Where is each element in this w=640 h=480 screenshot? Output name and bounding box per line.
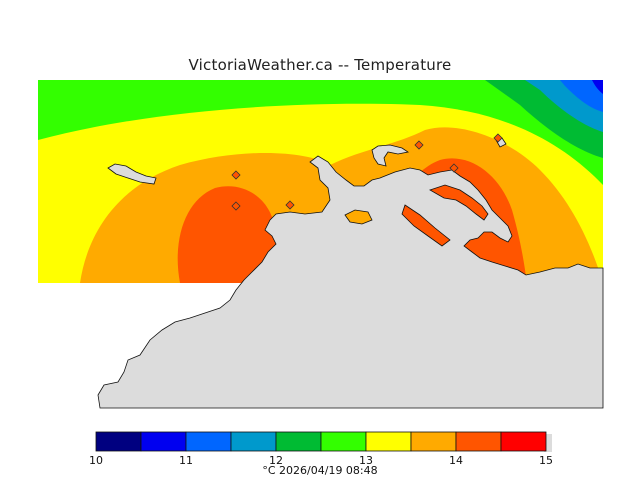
colorbar-tick-label: 11 [179, 454, 193, 467]
colorbar-tick-label: 12 [269, 454, 283, 467]
colorbar-swatch [275, 431, 322, 452]
station-marker [231, 170, 241, 180]
colorbar-swatch [365, 431, 412, 452]
station-marker [449, 163, 459, 173]
blue-band [560, 80, 603, 112]
station-marker [414, 140, 424, 150]
colorbar-swatch [140, 431, 187, 452]
inlet [344, 209, 373, 225]
island-west [107, 163, 157, 185]
station-markers [231, 133, 503, 211]
colorbar-shadow [544, 434, 552, 452]
water-channel-2 [401, 204, 451, 247]
station-marker [285, 200, 295, 210]
colorbar-swatch [320, 431, 367, 452]
navy-band [592, 80, 603, 94]
colorbar-swatch [455, 431, 502, 452]
units-timestamp: °C 2026/04/19 08:48 [262, 464, 378, 477]
map-title: VictoriaWeather.ca -- Temperature [188, 56, 452, 74]
colorbar-swatch [500, 431, 547, 452]
land-mass [97, 155, 604, 409]
colorbar-boxes [95, 431, 547, 452]
colorbar-tick-label: 14 [449, 454, 463, 467]
warm-core-west [177, 186, 276, 283]
colorbar-swatch [410, 431, 457, 452]
colorbar-tick-label: 13 [359, 454, 373, 467]
colorbar-tick-label: 10 [89, 454, 103, 467]
station-marker [231, 201, 241, 211]
colorbar-tick-label: 15 [539, 454, 553, 467]
colorbar-ticks: 10 11 12 13 14 15 [89, 454, 553, 467]
station-marker [493, 133, 503, 143]
colorbar-swatch [95, 431, 142, 452]
island-north [371, 144, 410, 167]
colorbar-swatch [185, 431, 232, 452]
water-channel [429, 184, 489, 221]
colorbar-swatch [230, 431, 277, 452]
